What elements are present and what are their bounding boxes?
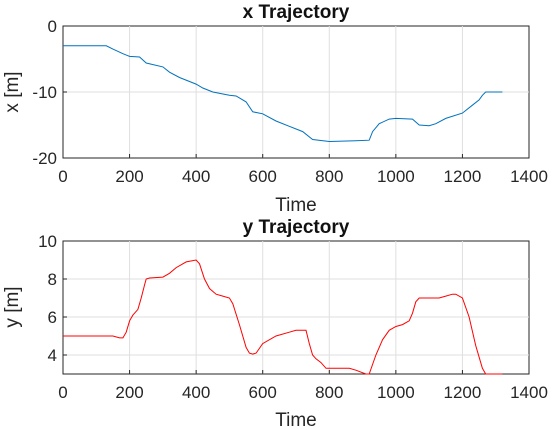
x-tick-label: 1000 — [377, 167, 415, 186]
x-tick-label: 800 — [315, 383, 343, 402]
grid — [63, 26, 529, 158]
x-ticks: 0 200 400 600 800 1000 1200 1400 — [58, 370, 548, 402]
chart-title: y Trajectory — [243, 217, 350, 238]
trajectory-line — [63, 45, 503, 143]
trajectory-line — [63, 259, 503, 375]
y-tick-label: 10 — [38, 232, 57, 251]
x-tick-label: 800 — [315, 167, 343, 186]
x-ticks: 0 200 400 600 800 1000 1200 1400 — [58, 154, 548, 186]
x-tick-label: 400 — [182, 167, 210, 186]
x-axis-label: Time — [275, 410, 317, 430]
x-trajectory-chart: 0 200 400 600 800 1000 1200 1400 -20 -10 0 x Traj… — [2, 2, 548, 216]
y-tick-label: -20 — [32, 149, 57, 168]
series-line — [63, 259, 503, 375]
y-ticks: 4 6 8 10 — [38, 232, 67, 365]
plot-area — [62, 240, 530, 375]
y-tick-label: -10 — [32, 83, 57, 102]
y-tick-label: 8 — [48, 270, 57, 289]
x-tick-label: 200 — [115, 383, 143, 402]
y-axis-label: x [m] — [2, 71, 23, 112]
y-tick-label: 6 — [48, 308, 57, 327]
x-tick-label: 1200 — [444, 167, 482, 186]
x-tick-label: 0 — [58, 383, 67, 402]
y-tick-label: 4 — [48, 346, 57, 365]
y-axis-label: y [m] — [2, 286, 23, 327]
x-tick-label: 1000 — [377, 383, 415, 402]
x-tick-label: 600 — [249, 383, 277, 402]
x-tick-label: 400 — [182, 383, 210, 402]
y-trajectory-chart: 0 200 400 600 800 1000 1200 1400 4 6 8 10 y Trajec… — [2, 217, 548, 430]
x-tick-label: 1200 — [444, 383, 482, 402]
x-tick-label: 1400 — [510, 383, 548, 402]
x-axis-label: Time — [275, 195, 317, 216]
y-tick-label: 0 — [48, 17, 57, 36]
grid — [63, 241, 529, 374]
series-line — [63, 45, 503, 143]
x-tick-label: 0 — [58, 167, 67, 186]
x-tick-label: 600 — [249, 167, 277, 186]
chart-title: x Trajectory — [243, 2, 350, 23]
x-tick-label: 200 — [115, 167, 143, 186]
x-tick-label: 1400 — [510, 167, 548, 186]
y-ticks: -20 -10 0 — [32, 17, 67, 168]
